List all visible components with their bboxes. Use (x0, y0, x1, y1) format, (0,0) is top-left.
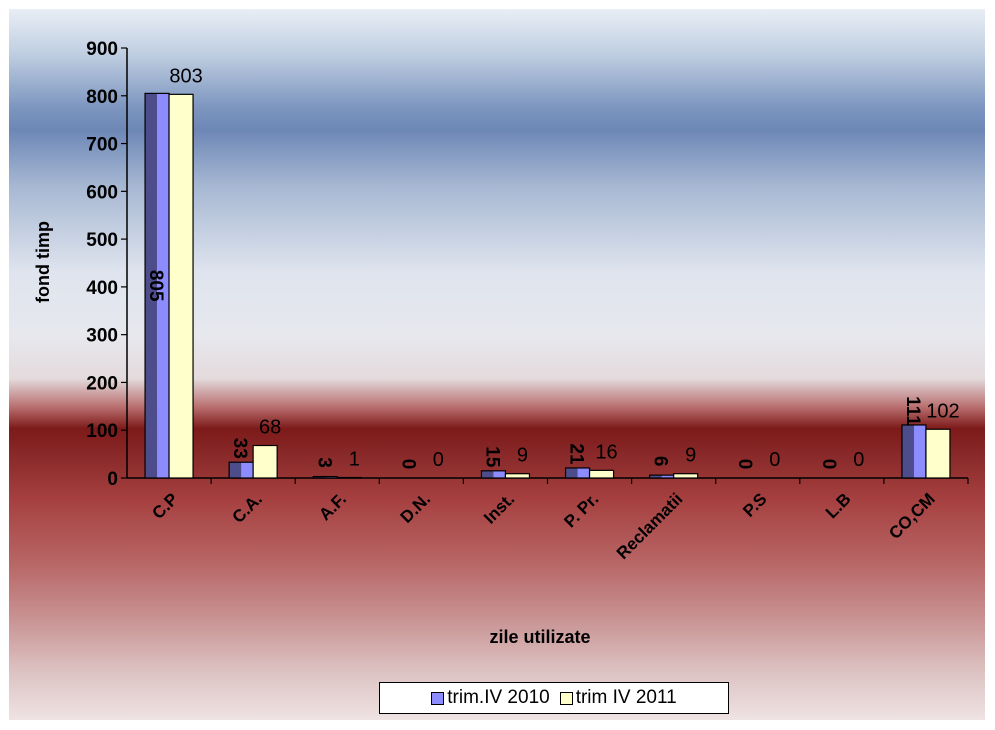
x-tick-label: C.A. (229, 489, 266, 526)
x-tick-label: D.N. (397, 489, 434, 526)
bar-2010-light (241, 462, 254, 478)
data-label-2010: 21 (566, 443, 587, 465)
data-label-2010: 3 (313, 457, 334, 468)
data-label-2010: 0 (734, 459, 755, 470)
bar-2010-light (577, 467, 590, 478)
y-tick-label: 0 (107, 469, 118, 490)
bar-2011 (925, 428, 951, 479)
x-axis-title: zile utilizate (489, 627, 590, 647)
y-tick-label: 900 (86, 39, 118, 60)
legend-swatch-2010 (431, 691, 445, 705)
bar-2010-light (493, 470, 506, 478)
x-tick-label: CO,CM (885, 489, 939, 543)
x-tick-label: L.B (822, 489, 855, 522)
legend: trim.IV 2010 trim IV 2011 (379, 682, 729, 714)
bar-2010-shade (481, 470, 494, 478)
bar-2010-shade (649, 475, 662, 478)
data-label-2011: 0 (769, 449, 780, 471)
bar-2010-shade (229, 462, 242, 478)
bar-2010-light (913, 424, 926, 478)
data-label-2010: 33 (229, 438, 250, 459)
data-label-2010: 111 (902, 396, 923, 426)
x-tick-label: P.S (739, 489, 770, 520)
bar-2010-light (157, 93, 170, 478)
y-tick-label: 500 (86, 230, 118, 251)
y-tick-label: 800 (86, 87, 118, 108)
data-label-2011: 9 (517, 445, 528, 467)
x-tick-label: C.P (148, 489, 181, 522)
y-axis-title: fond timp (33, 221, 53, 303)
bar-2010-shade (901, 424, 914, 478)
bar-2010-shade (313, 476, 326, 478)
legend-label-2010: trim.IV 2010 (447, 687, 550, 708)
x-tick-label: Reclamatii (613, 489, 687, 563)
bar-2010-shade (565, 467, 578, 478)
data-label-2011: 102 (926, 400, 959, 422)
legend-item-2011: trim IV 2011 (559, 687, 677, 709)
bar-2011 (673, 473, 699, 479)
legend-swatch-2011 (559, 691, 573, 705)
x-tick-label: P. Pr. (560, 489, 602, 531)
bar-2011 (588, 469, 615, 479)
bar-2010-light (661, 475, 674, 478)
data-label-2011: 0 (853, 449, 864, 471)
legend-item-2010: trim.IV 2010 (431, 687, 550, 709)
bar-2010-light (325, 476, 338, 478)
bar-2011 (168, 93, 194, 479)
data-label-2010: 15 (481, 446, 502, 468)
data-label-2011: 9 (685, 445, 696, 467)
plot-area: 0100200300400500600700800900805803C.P336… (86, 39, 969, 563)
data-label-2011: 16 (595, 441, 617, 463)
y-tick-label: 300 (86, 326, 118, 347)
data-label-2011: 1 (349, 449, 360, 471)
x-tick-label: Inst. (480, 489, 518, 527)
data-label-2010: 0 (397, 459, 418, 470)
data-label-2010: 805 (145, 270, 166, 302)
legend-label-2011: trim IV 2011 (575, 687, 677, 708)
data-label-2011: 0 (433, 449, 444, 471)
y-tick-label: 600 (86, 182, 118, 203)
bar-2011 (504, 473, 531, 479)
bar-2010-shade (145, 93, 158, 478)
y-tick-label: 200 (86, 373, 118, 394)
y-tick-label: 400 (86, 278, 118, 299)
data-label-2011: 803 (169, 65, 202, 87)
data-label-2010: 6 (650, 456, 671, 467)
x-tick-label: A.F. (315, 489, 350, 524)
bar-2011 (252, 444, 278, 479)
y-tick-label: 100 (86, 421, 118, 442)
data-label-2011: 68 (259, 417, 281, 439)
data-label-2010: 0 (818, 459, 839, 470)
y-tick-label: 700 (86, 135, 118, 156)
